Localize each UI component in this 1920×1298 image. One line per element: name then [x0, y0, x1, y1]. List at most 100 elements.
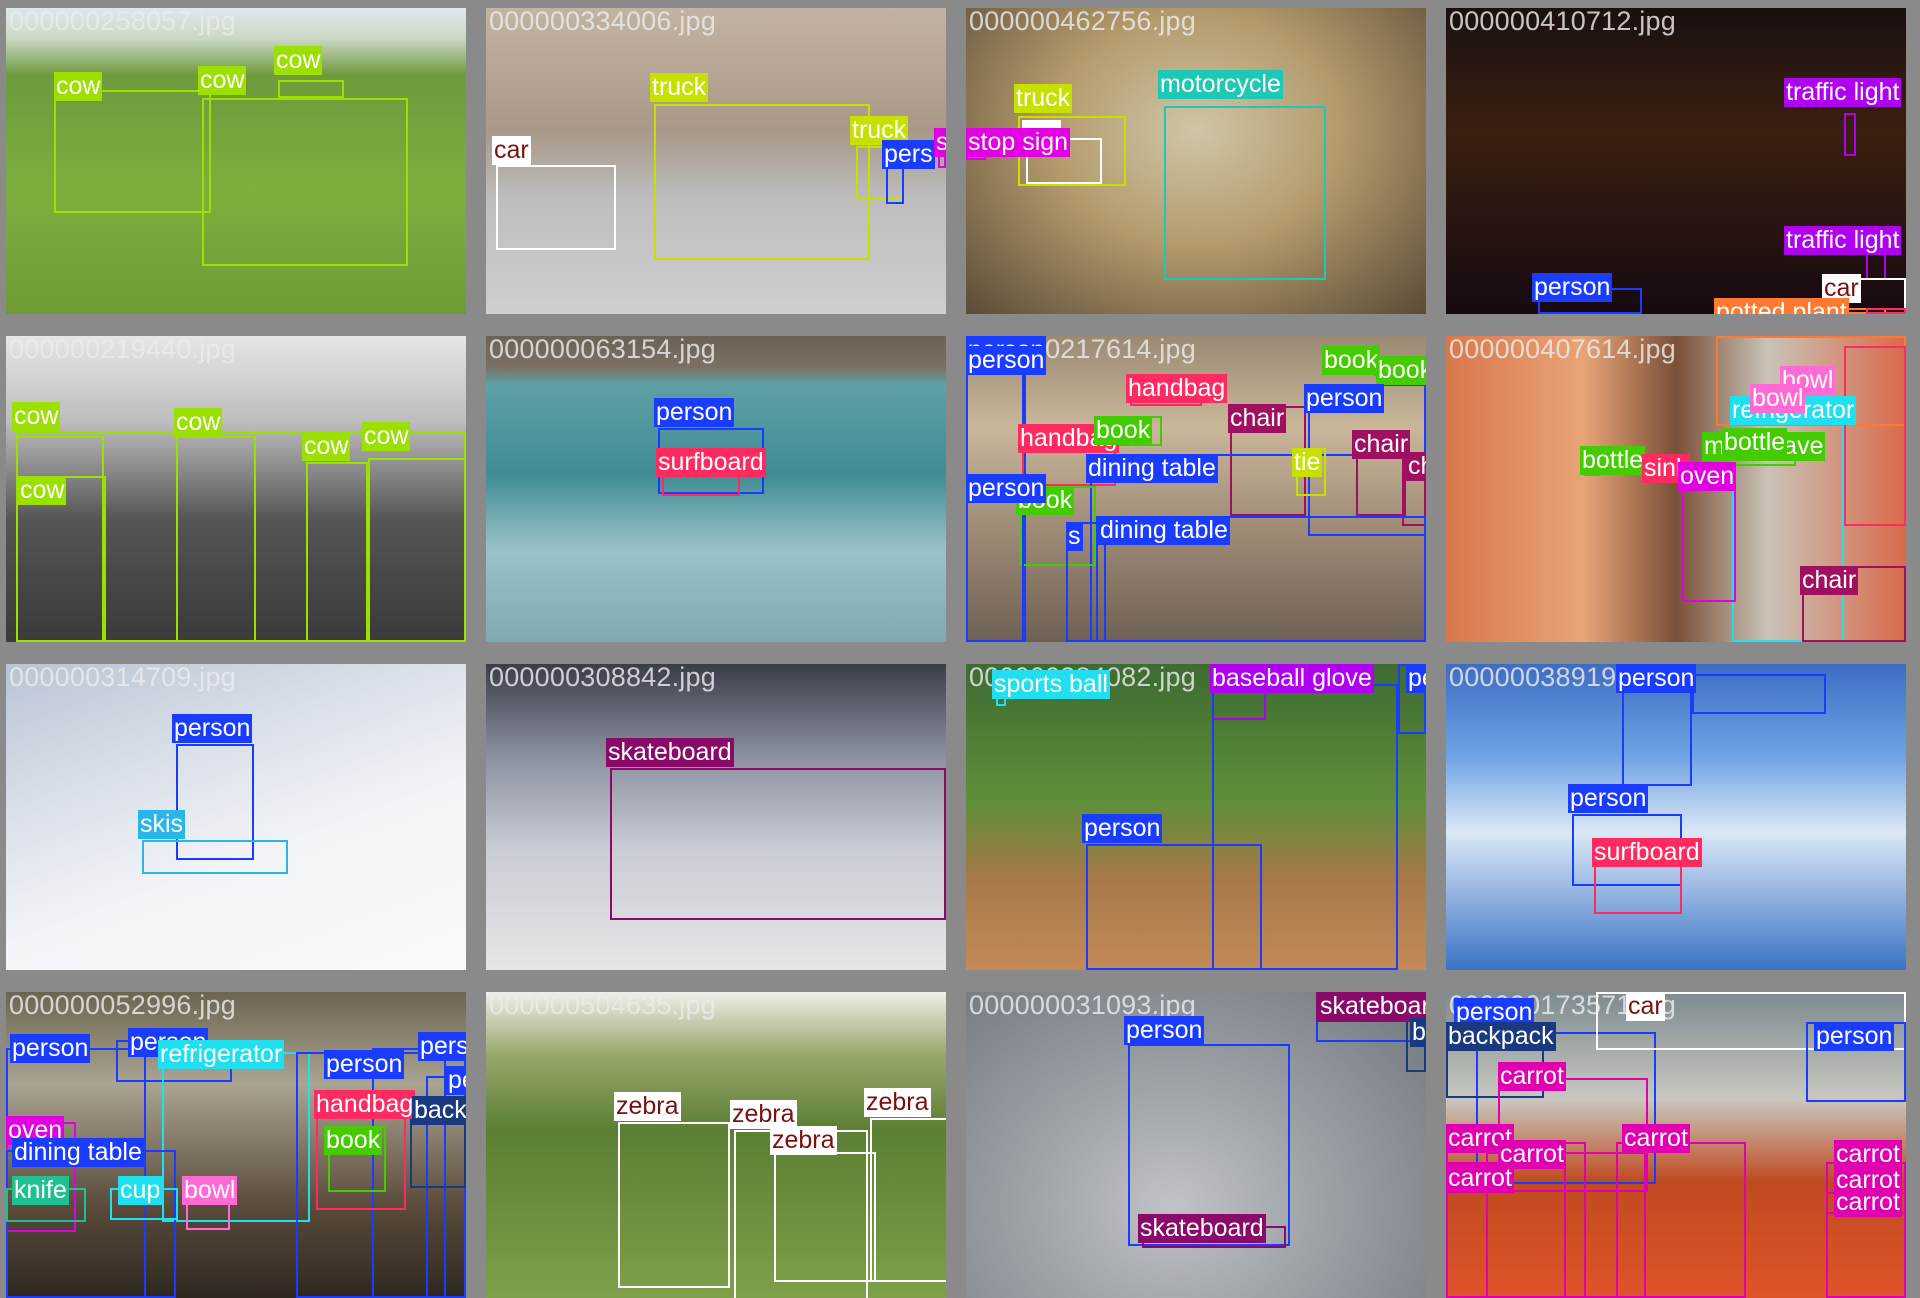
detection-label: bowl: [182, 1176, 238, 1205]
detection-label: person: [966, 474, 1047, 503]
bounding-box: [610, 768, 946, 920]
detection-label: cow: [174, 408, 223, 437]
detection-label: car: [492, 136, 531, 165]
detection-label: dining table: [1086, 454, 1218, 483]
detection-label: cow: [198, 66, 247, 95]
detection-label: zebra: [730, 1100, 797, 1129]
bounding-box: [16, 432, 466, 642]
detection-label: stop sign: [934, 128, 946, 157]
detection-label: carrot: [1622, 1124, 1690, 1153]
bounding-box: [1616, 1142, 1746, 1298]
detection-label: cow: [362, 422, 411, 451]
image-tile[interactable]: 000000504635.jpg zebra zebra zebra zebra: [486, 992, 946, 1298]
detection-label: person: [446, 1066, 466, 1095]
detection-label: cow: [18, 476, 67, 505]
image-tile[interactable]: 000000314709.jpg person skis: [6, 664, 466, 970]
bounding-box: [1622, 680, 1692, 786]
detection-label: zebra: [864, 1088, 931, 1117]
image-tile[interactable]: 000000258057.jpg cow cow cow: [6, 8, 466, 314]
bounding-box: [1476, 1032, 1656, 1184]
detection-label: tie: [1292, 448, 1323, 477]
bounding-box: [496, 165, 616, 250]
detection-label: person: [1124, 1016, 1205, 1045]
image-filename: 000000063154.jpg: [489, 336, 716, 364]
bounding-box: [1692, 674, 1826, 714]
detection-label: surfboard: [656, 448, 766, 477]
image-tile[interactable]: 000000462756.jpgtruckmotorcyclecarstop s…: [966, 8, 1426, 314]
detection-label: backpack: [412, 1096, 466, 1125]
detection-label: person: [10, 1034, 91, 1063]
detection-label: truck: [1014, 84, 1073, 113]
bounding-box: [1164, 106, 1326, 280]
image-filename: 000000258057.jpg: [9, 8, 236, 36]
detection-label: stop sign: [966, 128, 1071, 157]
detection-label: surfboard: [1592, 838, 1702, 867]
detection-label: car: [1626, 992, 1665, 1021]
detection-label: pers: [882, 140, 935, 169]
detection-label: oven: [1678, 462, 1737, 491]
image-filename: 000000031093.jpg: [969, 992, 1196, 1020]
bounding-box: [1844, 346, 1906, 526]
bounding-box: [1596, 992, 1906, 1050]
image-filename: 000000052996.jpg: [9, 992, 236, 1020]
detection-label: person: [1616, 664, 1697, 693]
detection-label: zebra: [614, 1092, 681, 1121]
detection-label: person: [324, 1050, 405, 1079]
image-tile[interactable]: 000000173571.jpg person car backpack person c…: [1446, 992, 1906, 1298]
detection-label: chair: [1228, 404, 1287, 433]
detection-label: person: [966, 346, 1047, 375]
detection-label: carrot: [1446, 1164, 1514, 1193]
detection-label: person: [172, 714, 253, 743]
detection-label: bowl: [1780, 366, 1836, 395]
detection-label: chair: [1800, 566, 1859, 595]
detection-label: person: [418, 1032, 466, 1061]
image-tile[interactable]: 000000063154.jpg person surfboard: [486, 336, 946, 642]
detection-label: person: [1406, 664, 1426, 693]
bounding-box: [1866, 308, 1906, 314]
detection-label: chair: [1406, 452, 1426, 481]
image-tile[interactable]: 000000308842.jpg skateboard: [486, 664, 946, 970]
detection-label: knife: [12, 1176, 69, 1205]
detection-label: refrigerator: [158, 1040, 285, 1069]
bounding-box: [774, 1152, 876, 1282]
detection-label: book: [1376, 356, 1426, 385]
bounding-box: [176, 744, 254, 860]
detection-label: book: [1094, 416, 1153, 445]
image-filename: 000000334006.jpg: [489, 8, 716, 36]
detection-label: backpack: [1446, 1022, 1556, 1051]
image-filename: 000000308842.jpg: [489, 664, 716, 692]
detection-label: person: [1568, 784, 1649, 813]
detection-label: potted plant: [1714, 298, 1849, 314]
detection-label: skis: [138, 810, 186, 839]
detection-label: truck: [650, 73, 709, 102]
detection-label: person: [1304, 384, 1385, 413]
detection-label: backpack: [1410, 1018, 1426, 1047]
detection-label: bottle: [1722, 428, 1788, 457]
image-tile[interactable]: 000000217614.jpgpersonpersonhandbagbookb…: [966, 336, 1426, 642]
detection-label: truck: [850, 116, 909, 145]
detection-label: traffic light: [1784, 226, 1902, 255]
image-tile[interactable]: 000000389197.jpg person person surfboard: [1446, 664, 1906, 970]
image-tile[interactable]: 000000407614.jpgbowlrefrigeratorbowlbott…: [1446, 336, 1906, 642]
detection-label: bottle: [1580, 446, 1646, 475]
image-tile[interactable]: 000000052996.jpg person person refrigerator…: [6, 992, 466, 1298]
detection-label: book: [1322, 346, 1381, 375]
image-filename: 000000462756.jpg: [969, 8, 1196, 36]
bounding-box: [1844, 113, 1856, 156]
detection-label: book: [324, 1126, 383, 1155]
image-tile[interactable]: 000000334006.jpgcartrucktruckpersstop si…: [486, 8, 946, 314]
image-tile[interactable]: 000000031093.jpgpersonskateboardpersonsk…: [966, 992, 1426, 1298]
detection-label: cup: [118, 1176, 163, 1205]
bounding-box: [278, 80, 344, 98]
image-tile[interactable]: 000000219440.jpg cow cow cow cow cow: [6, 336, 466, 642]
bounding-box: [618, 1122, 730, 1288]
detection-label: handbag: [1126, 374, 1228, 403]
bounding-box: [654, 104, 870, 260]
bounding-box: [870, 1118, 946, 1282]
detection-label: skateboard: [1138, 1214, 1266, 1243]
image-filename: 000000314709.jpg: [9, 664, 236, 692]
image-filename: 000000410712.jpg: [1449, 8, 1676, 36]
detection-label: person: [1532, 273, 1613, 302]
image-tile[interactable]: 000000410712.jpg traffic light traffic lig…: [1446, 8, 1906, 314]
